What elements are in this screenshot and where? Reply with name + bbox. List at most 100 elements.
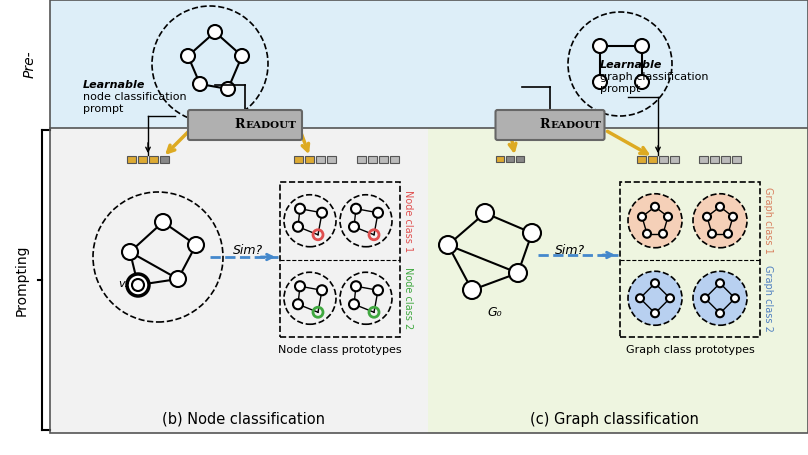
- Text: Graph class 1: Graph class 1: [763, 187, 773, 254]
- Circle shape: [693, 271, 747, 325]
- Circle shape: [193, 77, 207, 91]
- Circle shape: [701, 294, 709, 302]
- Bar: [516, 156, 524, 162]
- Bar: [294, 156, 303, 162]
- Circle shape: [463, 281, 481, 299]
- Circle shape: [295, 204, 305, 214]
- Bar: [659, 156, 668, 162]
- Bar: [368, 156, 377, 162]
- Text: Graph class 2: Graph class 2: [763, 265, 773, 332]
- FancyBboxPatch shape: [188, 110, 302, 140]
- Circle shape: [373, 208, 383, 218]
- Bar: [379, 156, 388, 162]
- Circle shape: [317, 285, 327, 295]
- Circle shape: [593, 39, 607, 53]
- Text: Pre-: Pre-: [23, 50, 37, 78]
- Bar: [496, 156, 504, 162]
- Circle shape: [643, 230, 651, 238]
- Text: Graph class prototypes: Graph class prototypes: [625, 345, 755, 355]
- Circle shape: [208, 25, 222, 39]
- Circle shape: [293, 299, 303, 309]
- Bar: [710, 156, 719, 162]
- Text: Node class 2: Node class 2: [403, 267, 413, 329]
- Circle shape: [351, 204, 361, 214]
- Circle shape: [635, 75, 649, 89]
- Circle shape: [132, 279, 144, 291]
- Circle shape: [716, 279, 724, 287]
- Circle shape: [635, 39, 649, 53]
- Text: Learnable: Learnable: [83, 80, 145, 90]
- Circle shape: [122, 244, 138, 260]
- Circle shape: [731, 294, 739, 302]
- Circle shape: [628, 271, 682, 325]
- Circle shape: [349, 222, 359, 232]
- Circle shape: [716, 309, 724, 317]
- Bar: [620, 182, 760, 337]
- Circle shape: [317, 208, 327, 218]
- Circle shape: [716, 203, 724, 211]
- Circle shape: [476, 204, 494, 222]
- Circle shape: [651, 203, 659, 211]
- Bar: [327, 156, 336, 162]
- Text: R: R: [234, 118, 245, 131]
- Bar: [149, 156, 158, 162]
- Text: prompt: prompt: [600, 84, 641, 94]
- Circle shape: [235, 49, 249, 63]
- Circle shape: [373, 285, 383, 295]
- Bar: [428, 128, 808, 433]
- Circle shape: [509, 264, 527, 282]
- Text: v₂: v₂: [119, 279, 129, 289]
- Bar: [637, 156, 646, 162]
- Text: Prompting: Prompting: [15, 244, 29, 316]
- Text: Learnable: Learnable: [600, 60, 663, 70]
- Bar: [50, 0, 808, 128]
- Text: EADOUT: EADOUT: [550, 121, 601, 130]
- Text: Node class prototypes: Node class prototypes: [278, 345, 402, 355]
- Circle shape: [638, 213, 646, 221]
- Bar: [390, 156, 399, 162]
- Text: G₀: G₀: [488, 307, 503, 319]
- Text: Sim?: Sim?: [555, 243, 585, 257]
- Circle shape: [724, 230, 732, 238]
- Bar: [127, 156, 136, 162]
- Circle shape: [651, 309, 659, 317]
- FancyBboxPatch shape: [495, 110, 604, 140]
- Circle shape: [295, 281, 305, 291]
- Circle shape: [593, 75, 607, 89]
- Bar: [138, 156, 147, 162]
- Circle shape: [636, 294, 644, 302]
- Circle shape: [181, 49, 195, 63]
- Circle shape: [523, 224, 541, 242]
- Circle shape: [293, 222, 303, 232]
- Circle shape: [693, 194, 747, 248]
- Bar: [357, 156, 366, 162]
- Circle shape: [628, 194, 682, 248]
- Bar: [316, 156, 325, 162]
- Circle shape: [170, 271, 186, 287]
- Text: Sim?: Sim?: [233, 243, 263, 257]
- Text: (c) Graph classification: (c) Graph classification: [529, 412, 698, 427]
- Text: graph classification: graph classification: [600, 72, 709, 82]
- Bar: [160, 156, 169, 162]
- Text: EADOUT: EADOUT: [245, 121, 296, 130]
- Bar: [50, 128, 428, 433]
- Circle shape: [155, 214, 171, 230]
- Circle shape: [221, 82, 235, 96]
- Bar: [305, 156, 314, 162]
- Bar: [280, 182, 400, 337]
- Circle shape: [729, 213, 737, 221]
- Circle shape: [651, 279, 659, 287]
- Text: prompt: prompt: [83, 104, 124, 114]
- Bar: [670, 156, 679, 162]
- Text: node classification: node classification: [83, 92, 187, 102]
- Circle shape: [188, 237, 204, 253]
- Text: Node class 1: Node class 1: [403, 190, 413, 252]
- Text: (b) Node classification: (b) Node classification: [162, 412, 326, 427]
- Circle shape: [659, 230, 667, 238]
- Bar: [648, 156, 657, 162]
- Circle shape: [664, 213, 672, 221]
- Circle shape: [127, 274, 149, 296]
- Circle shape: [708, 230, 716, 238]
- Circle shape: [349, 299, 359, 309]
- Bar: [506, 156, 514, 162]
